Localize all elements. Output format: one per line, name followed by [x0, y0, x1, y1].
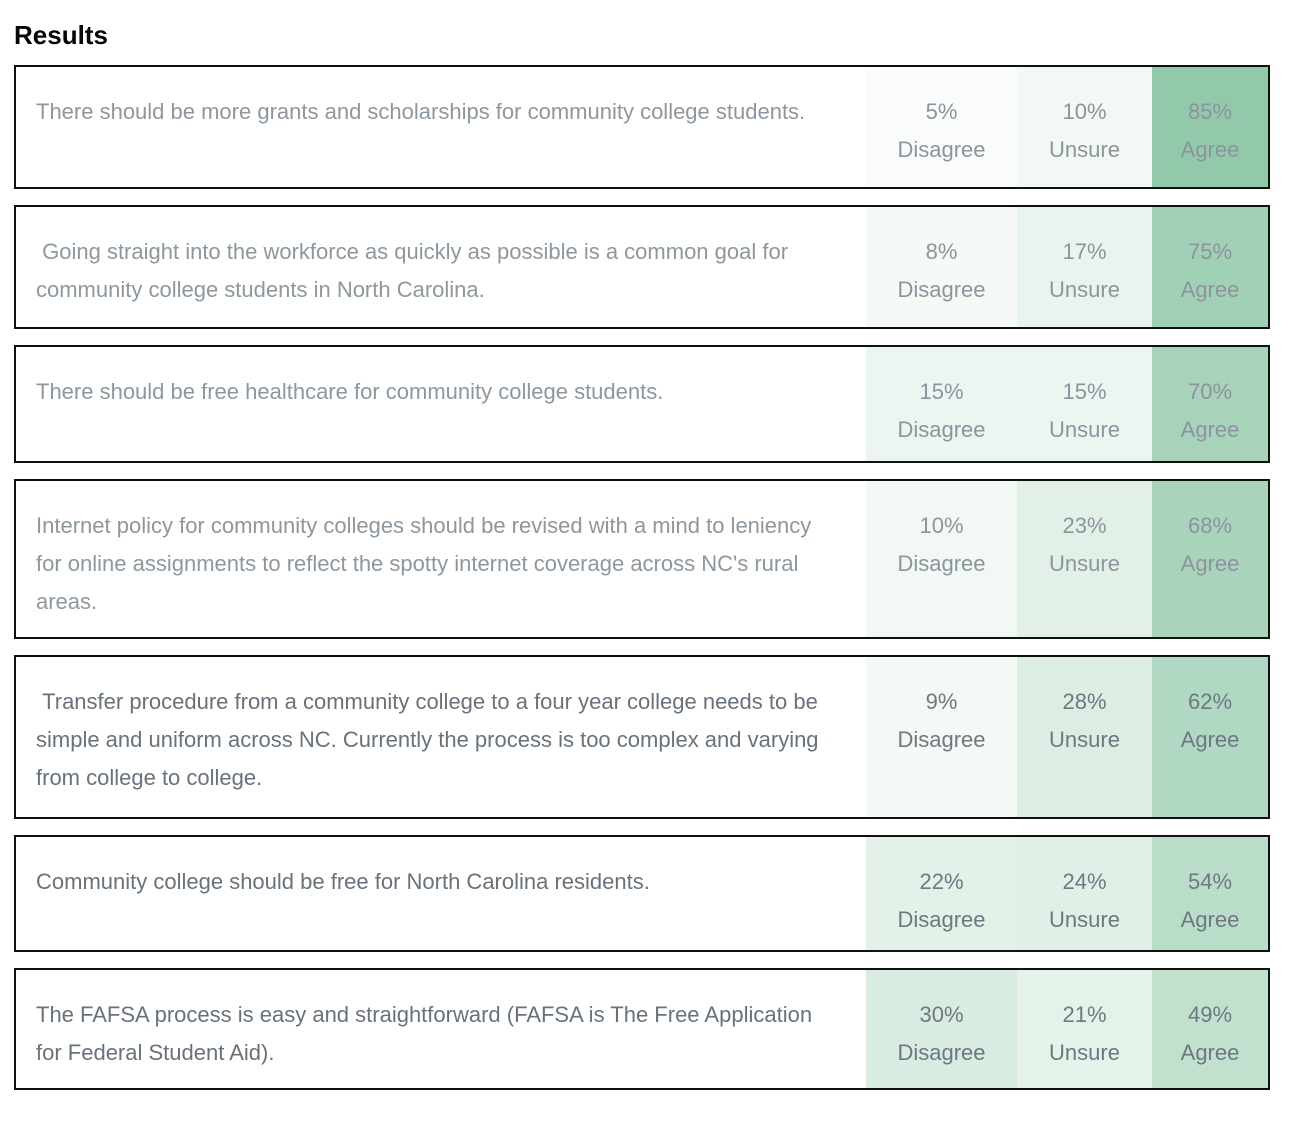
response-label: Disagree: [897, 907, 986, 933]
percent-value: 17%: [1062, 239, 1107, 265]
response-label: Unsure: [1049, 137, 1120, 163]
percent-value: 10%: [1062, 99, 1107, 125]
statement-text: Community college should be free for Nor…: [36, 869, 650, 895]
unsure-cell: 17% Unsure: [1017, 207, 1152, 328]
result-card: Going straight into the workforce as qui…: [14, 205, 1270, 330]
percent-value: 21%: [1062, 1002, 1107, 1028]
disagree-cell: 30% Disagree: [866, 970, 1017, 1089]
agree-cell: 68% Agree: [1152, 481, 1268, 638]
response-label: Agree: [1180, 907, 1240, 933]
response-label: Unsure: [1049, 417, 1120, 443]
disagree-cell: 8% Disagree: [866, 207, 1017, 328]
statement-text: Transfer procedure from a community coll…: [36, 689, 825, 791]
percent-value: 10%: [919, 513, 964, 539]
disagree-cell: 15% Disagree: [866, 347, 1017, 462]
response-label: Agree: [1180, 277, 1240, 303]
response-cells: 30% Disagree 21% Unsure 49% Agree: [866, 970, 1268, 1089]
statement-text: The FAFSA process is easy and straightfo…: [36, 1002, 819, 1066]
result-card: Internet policy for community colleges s…: [14, 479, 1270, 640]
statement-text: There should be more grants and scholars…: [36, 99, 806, 125]
percent-value: 68%: [1187, 513, 1233, 539]
percent-value: 49%: [1187, 1002, 1233, 1028]
percent-value: 23%: [1062, 513, 1107, 539]
disagree-cell: 22% Disagree: [866, 837, 1017, 951]
disagree-cell: 5% Disagree: [866, 67, 1017, 188]
percent-value: 75%: [1187, 239, 1233, 265]
agree-cell: 70% Agree: [1152, 347, 1268, 462]
response-label: Agree: [1180, 1040, 1240, 1066]
result-card: The FAFSA process is easy and straightfo…: [14, 968, 1270, 1091]
statement-text: There should be free healthcare for comm…: [36, 379, 664, 405]
response-label: Disagree: [897, 727, 986, 753]
response-label: Disagree: [897, 137, 986, 163]
response-label: Disagree: [897, 417, 986, 443]
percent-value: 8%: [925, 239, 958, 265]
unsure-cell: 21% Unsure: [1017, 970, 1152, 1089]
agree-cell: 49% Agree: [1152, 970, 1268, 1089]
unsure-cell: 23% Unsure: [1017, 481, 1152, 638]
unsure-cell: 15% Unsure: [1017, 347, 1152, 462]
percent-value: 9%: [925, 689, 958, 715]
percent-value: 70%: [1187, 379, 1233, 405]
percent-value: 15%: [919, 379, 964, 405]
agree-cell: 54% Agree: [1152, 837, 1268, 951]
statement-text: Internet policy for community colleges s…: [36, 513, 818, 615]
result-card: There should be free healthcare for comm…: [14, 345, 1270, 464]
response-label: Unsure: [1049, 1040, 1120, 1066]
response-label: Unsure: [1049, 727, 1120, 753]
response-label: Unsure: [1049, 907, 1120, 933]
percent-value: 30%: [919, 1002, 964, 1028]
percent-value: 22%: [919, 869, 964, 895]
response-cells: 5% Disagree 10% Unsure 85% Agree: [866, 67, 1268, 188]
result-card: Community college should be free for Nor…: [14, 835, 1270, 953]
percent-value: 54%: [1187, 869, 1233, 895]
percent-value: 24%: [1062, 869, 1107, 895]
agree-cell: 85% Agree: [1152, 67, 1268, 188]
percent-value: 15%: [1062, 379, 1107, 405]
response-label: Disagree: [897, 551, 986, 577]
results-page: Results There should be more grants and …: [14, 20, 1270, 1091]
percent-value: 62%: [1187, 689, 1233, 715]
response-label: Agree: [1180, 551, 1240, 577]
agree-cell: 62% Agree: [1152, 657, 1268, 818]
result-card: Transfer procedure from a community coll…: [14, 655, 1270, 820]
response-cells: 15% Disagree 15% Unsure 70% Agree: [866, 347, 1268, 462]
response-cells: 9% Disagree 28% Unsure 62% Agree: [866, 657, 1268, 818]
response-label: Unsure: [1049, 277, 1120, 303]
disagree-cell: 9% Disagree: [866, 657, 1017, 818]
percent-value: 28%: [1062, 689, 1107, 715]
response-label: Agree: [1180, 417, 1240, 443]
disagree-cell: 10% Disagree: [866, 481, 1017, 638]
response-cells: 22% Disagree 24% Unsure 54% Agree: [866, 837, 1268, 951]
unsure-cell: 28% Unsure: [1017, 657, 1152, 818]
response-label: Agree: [1180, 727, 1240, 753]
unsure-cell: 10% Unsure: [1017, 67, 1152, 188]
agree-cell: 75% Agree: [1152, 207, 1268, 328]
response-label: Disagree: [897, 277, 986, 303]
response-label: Disagree: [897, 1040, 986, 1066]
response-cells: 10% Disagree 23% Unsure 68% Agree: [866, 481, 1268, 638]
response-label: Unsure: [1049, 551, 1120, 577]
result-card: There should be more grants and scholars…: [14, 65, 1270, 190]
percent-value: 85%: [1187, 99, 1233, 125]
percent-value: 5%: [925, 99, 958, 125]
response-label: Agree: [1180, 137, 1240, 163]
page-title: Results: [14, 20, 108, 50]
response-cells: 8% Disagree 17% Unsure 75% Agree: [866, 207, 1268, 328]
statement-text: Going straight into the workforce as qui…: [36, 239, 795, 303]
unsure-cell: 24% Unsure: [1017, 837, 1152, 951]
